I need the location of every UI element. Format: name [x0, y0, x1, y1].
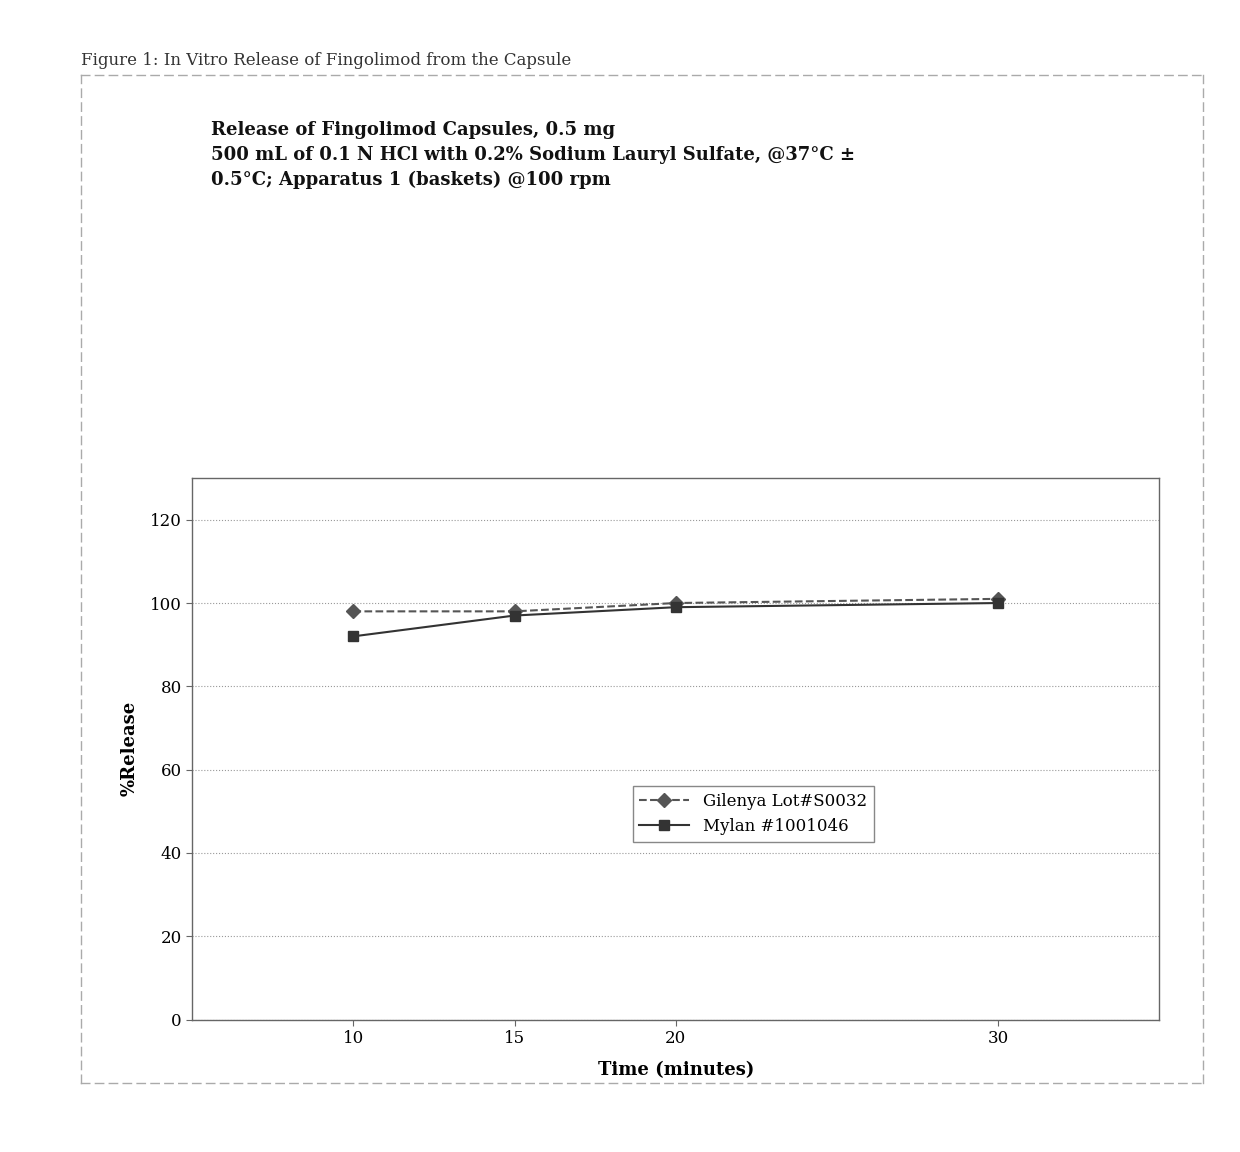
Line: Gilenya Lot#S0032: Gilenya Lot#S0032 [348, 594, 1003, 616]
Mylan #1001046 [346, 629, 361, 643]
Line: Mylan #1001046: Mylan #1001046 [348, 598, 1003, 642]
Legend: Gilenya Lot#S0032, Mylan #1001046: Gilenya Lot#S0032, Mylan #1001046 [632, 786, 873, 842]
Mylan #1001046 [668, 600, 683, 614]
Text: Figure 1: In Vitro Release of Fingolimod from the Capsule: Figure 1: In Vitro Release of Fingolimod… [81, 52, 570, 69]
Text: Release of Fingolimod Capsules, 0.5 mg
500 mL of 0.1 N HCl with 0.2% Sodium Laur: Release of Fingolimod Capsules, 0.5 mg 5… [211, 121, 854, 189]
Y-axis label: %Release: %Release [120, 702, 139, 796]
X-axis label: Time (minutes): Time (minutes) [598, 1061, 754, 1078]
Gilenya Lot#S0032 [507, 605, 522, 619]
Gilenya Lot#S0032 [346, 605, 361, 619]
Gilenya Lot#S0032 [668, 596, 683, 609]
Mylan #1001046 [507, 608, 522, 622]
Gilenya Lot#S0032 [991, 592, 1006, 606]
Mylan #1001046 [991, 596, 1006, 609]
